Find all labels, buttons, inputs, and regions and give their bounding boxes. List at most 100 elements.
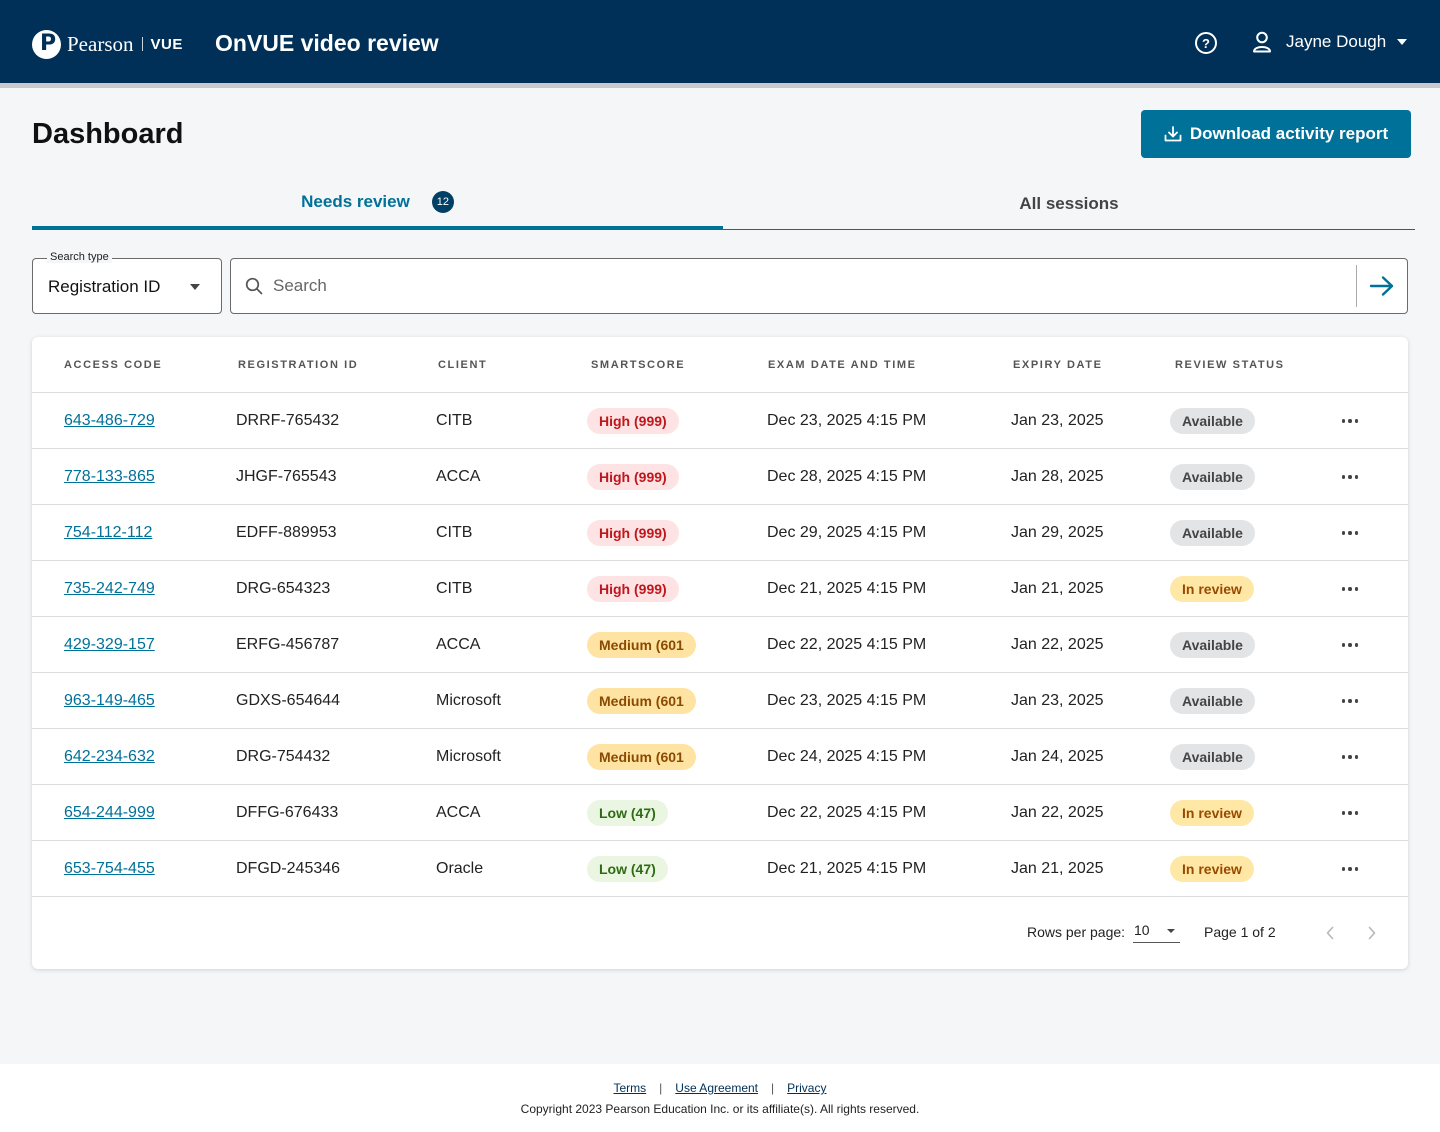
more-actions-button[interactable]	[1340, 409, 1360, 433]
top-bar: Pearson VUE OnVUE video review ? Jayne D…	[0, 0, 1440, 83]
table-row: 963-149-465 GDXS-654644 Microsoft Medium (6…	[32, 673, 1408, 729]
client: ACCA	[436, 804, 481, 821]
more-icon-dot	[1354, 811, 1359, 815]
terms-link[interactable]: Terms	[613, 1081, 647, 1095]
caret-down-icon	[190, 284, 200, 290]
tab-label: Needs review	[301, 192, 410, 211]
search-box	[230, 258, 1408, 314]
logo-vue: VUE	[150, 35, 183, 53]
user-menu-button[interactable]: Jayne Dough	[1252, 31, 1408, 53]
user-icon	[1253, 31, 1271, 53]
client: CITB	[436, 580, 473, 597]
expiry-date: Jan 29, 2025	[1011, 524, 1104, 541]
smartscore-badge: Low (47)	[587, 800, 668, 826]
smartscore-badge: High (999)	[587, 576, 679, 602]
more-actions-button[interactable]	[1340, 745, 1360, 769]
registration-id: EDFF-889953	[236, 524, 337, 541]
access-code-link[interactable]: 642-234-632	[64, 748, 155, 765]
pearson-logo[interactable]: Pearson VUE	[32, 28, 183, 60]
arrow-right-icon	[1369, 276, 1394, 296]
access-code-link[interactable]: 754-112-112	[64, 524, 153, 541]
more-icon-dot	[1348, 531, 1352, 535]
column-header-exam-date: Exam date and time	[768, 359, 917, 371]
header-divider	[0, 83, 1440, 88]
more-actions-button[interactable]	[1340, 689, 1360, 713]
column-header-smartscore: Smartscore	[591, 359, 686, 371]
more-actions-button[interactable]	[1340, 857, 1360, 881]
column-header-access-code: Access code	[64, 359, 163, 371]
table-row: 735-242-749 DRG-654323 CITB High (999) Dec 2…	[32, 561, 1408, 617]
access-code-link[interactable]: 963-149-465	[64, 692, 155, 709]
more-icon-dot	[1354, 531, 1359, 535]
more-icon-dot	[1348, 643, 1352, 647]
more-icon-dot	[1341, 419, 1346, 423]
smartscore-badge: Medium (601	[587, 688, 696, 714]
smartscore-badge: Low (47)	[587, 856, 668, 882]
footer: Terms | Use Agreement | Privacy Copyrigh…	[0, 1064, 1440, 1132]
exam-date-time: Dec 29, 2025 4:15 PM	[767, 524, 927, 541]
rows-per-page-select[interactable]: 10	[1133, 921, 1180, 943]
expiry-date: Jan 21, 2025	[1011, 860, 1104, 877]
access-code-link[interactable]: 735-242-749	[64, 580, 155, 597]
access-code-link[interactable]: 653-754-455	[64, 860, 155, 877]
chevron-down-icon	[1397, 39, 1408, 45]
search-icon	[245, 277, 263, 295]
more-icon-dot	[1341, 699, 1346, 703]
access-code-link[interactable]: 778-133-865	[64, 468, 155, 485]
logo-separator	[141, 37, 143, 51]
exam-date-time: Dec 23, 2025 4:15 PM	[767, 412, 927, 429]
table-row: 653-754-455 DFGD-245346 Oracle Low (47) Dec …	[32, 841, 1408, 897]
more-actions-button[interactable]	[1340, 465, 1360, 489]
search-type-label: Search type	[47, 251, 112, 263]
tab-all-sessions[interactable]: All sessions	[723, 178, 1415, 230]
smartscore-badge: High (999)	[587, 408, 679, 434]
client: CITB	[436, 412, 473, 429]
more-actions-button[interactable]	[1340, 801, 1360, 825]
more-icon-dot	[1348, 867, 1352, 871]
smartscore-badge: Medium (601	[587, 744, 696, 770]
registration-id: JHGF-765543	[236, 468, 337, 485]
registration-id: ERFG-456787	[236, 636, 340, 653]
more-actions-button[interactable]	[1340, 521, 1360, 545]
previous-page-button[interactable]	[1320, 921, 1340, 945]
more-icon-dot	[1348, 419, 1352, 423]
rows-per-page-value: 10	[1134, 922, 1150, 938]
table-row: 654-244-999 DFFG-676433 ACCA Low (47) Dec 22…	[32, 785, 1408, 841]
more-icon-dot	[1341, 867, 1346, 871]
access-code-link[interactable]: 654-244-999	[64, 804, 155, 821]
help-icon[interactable]: ?	[1195, 32, 1217, 54]
review-status-badge: Available	[1170, 632, 1255, 658]
column-header-registration-id: Registration ID	[238, 359, 359, 371]
search-input[interactable]	[273, 260, 1343, 312]
next-page-button[interactable]	[1362, 921, 1382, 945]
copyright-text: Copyright 2023 Pearson Education Inc. or…	[520, 1102, 920, 1116]
footer-separator: |	[659, 1081, 663, 1095]
registration-id: DRRF-765432	[236, 412, 340, 429]
exam-date-time: Dec 23, 2025 4:15 PM	[767, 692, 927, 709]
more-icon-dot	[1341, 811, 1346, 815]
privacy-link[interactable]: Privacy	[787, 1081, 827, 1095]
more-icon-dot	[1348, 811, 1352, 815]
more-icon-dot	[1348, 475, 1352, 479]
tab-needs-review[interactable]: Needs review 12	[32, 178, 723, 230]
search-type-select[interactable]: Search type Registration ID	[32, 251, 222, 314]
expiry-date: Jan 22, 2025	[1011, 804, 1104, 821]
access-code-link[interactable]: 643-486-729	[64, 412, 155, 429]
registration-id: DFGD-245346	[236, 860, 341, 877]
use-agreement-link[interactable]: Use Agreement	[675, 1081, 759, 1095]
count-badge: 12	[431, 191, 454, 213]
more-actions-button[interactable]	[1340, 633, 1360, 657]
more-actions-button[interactable]	[1340, 577, 1360, 601]
footer-separator: |	[771, 1081, 775, 1095]
exam-date-time: Dec 21, 2025 4:15 PM	[767, 580, 927, 597]
caret-down-icon	[1167, 929, 1175, 933]
registration-id: DFFG-676433	[236, 804, 339, 821]
more-icon-dot	[1354, 587, 1359, 591]
search-submit-button[interactable]	[1357, 259, 1407, 313]
access-code-link[interactable]: 429-329-157	[64, 636, 155, 653]
download-activity-report-button[interactable]: Download activity report	[1141, 110, 1411, 158]
smartscore-badge: High (999)	[587, 520, 679, 546]
page-title: Dashboard	[32, 118, 184, 150]
client: ACCA	[436, 468, 481, 485]
column-header-expiry-date: Expiry date	[1013, 359, 1103, 371]
